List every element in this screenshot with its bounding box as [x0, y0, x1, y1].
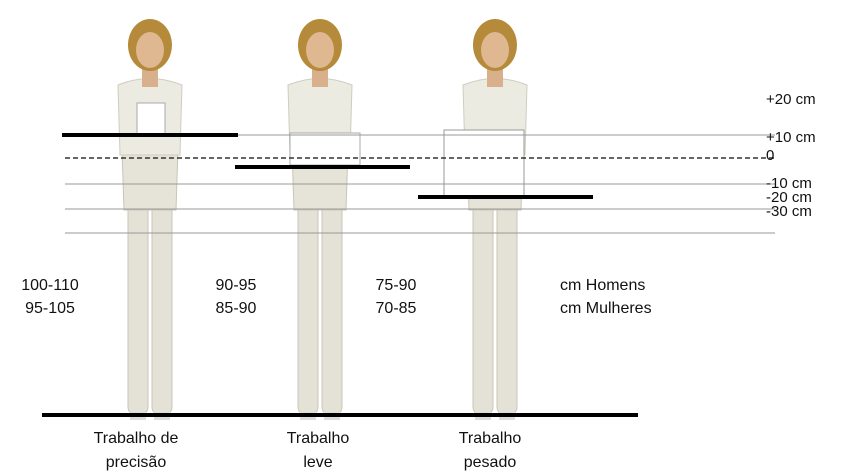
men-height: 90-95 — [216, 277, 257, 294]
figure-light — [288, 19, 352, 420]
men-height: 75-90 — [376, 277, 417, 294]
women-height: 85-90 — [216, 300, 257, 317]
work-type: leve — [303, 454, 332, 471]
work-type: Trabalho de — [94, 430, 179, 447]
work-type: Trabalho — [287, 430, 350, 447]
level-label: +20 cm — [766, 91, 816, 108]
legend-women: cm Mulheres — [560, 300, 652, 317]
figure-precision — [118, 19, 182, 420]
level-label: -30 cm — [766, 203, 812, 220]
legend-men: cm Homens — [560, 277, 645, 294]
men-height: 100-110 — [21, 277, 79, 294]
work-object — [444, 130, 524, 196]
work-type: precisão — [106, 454, 167, 471]
work-object — [290, 133, 360, 165]
work-type-labels: Trabalho de precisão Trabalho leve Traba… — [94, 430, 522, 471]
women-height: 95-105 — [25, 300, 75, 317]
work-object — [137, 103, 165, 135]
level-labels: +20 cm +10 cm 0 -10 cm -20 cm -30 cm — [766, 91, 816, 220]
figure-heavy — [463, 19, 527, 420]
figures — [118, 19, 527, 420]
ergonomics-diagram: +20 cm +10 cm 0 -10 cm -20 cm -30 cm 100… — [0, 0, 851, 473]
level-label: 0 — [766, 147, 774, 164]
work-type: pesado — [464, 454, 517, 471]
work-type: Trabalho — [459, 430, 522, 447]
women-height: 70-85 — [376, 300, 417, 317]
level-label: +10 cm — [766, 129, 816, 146]
